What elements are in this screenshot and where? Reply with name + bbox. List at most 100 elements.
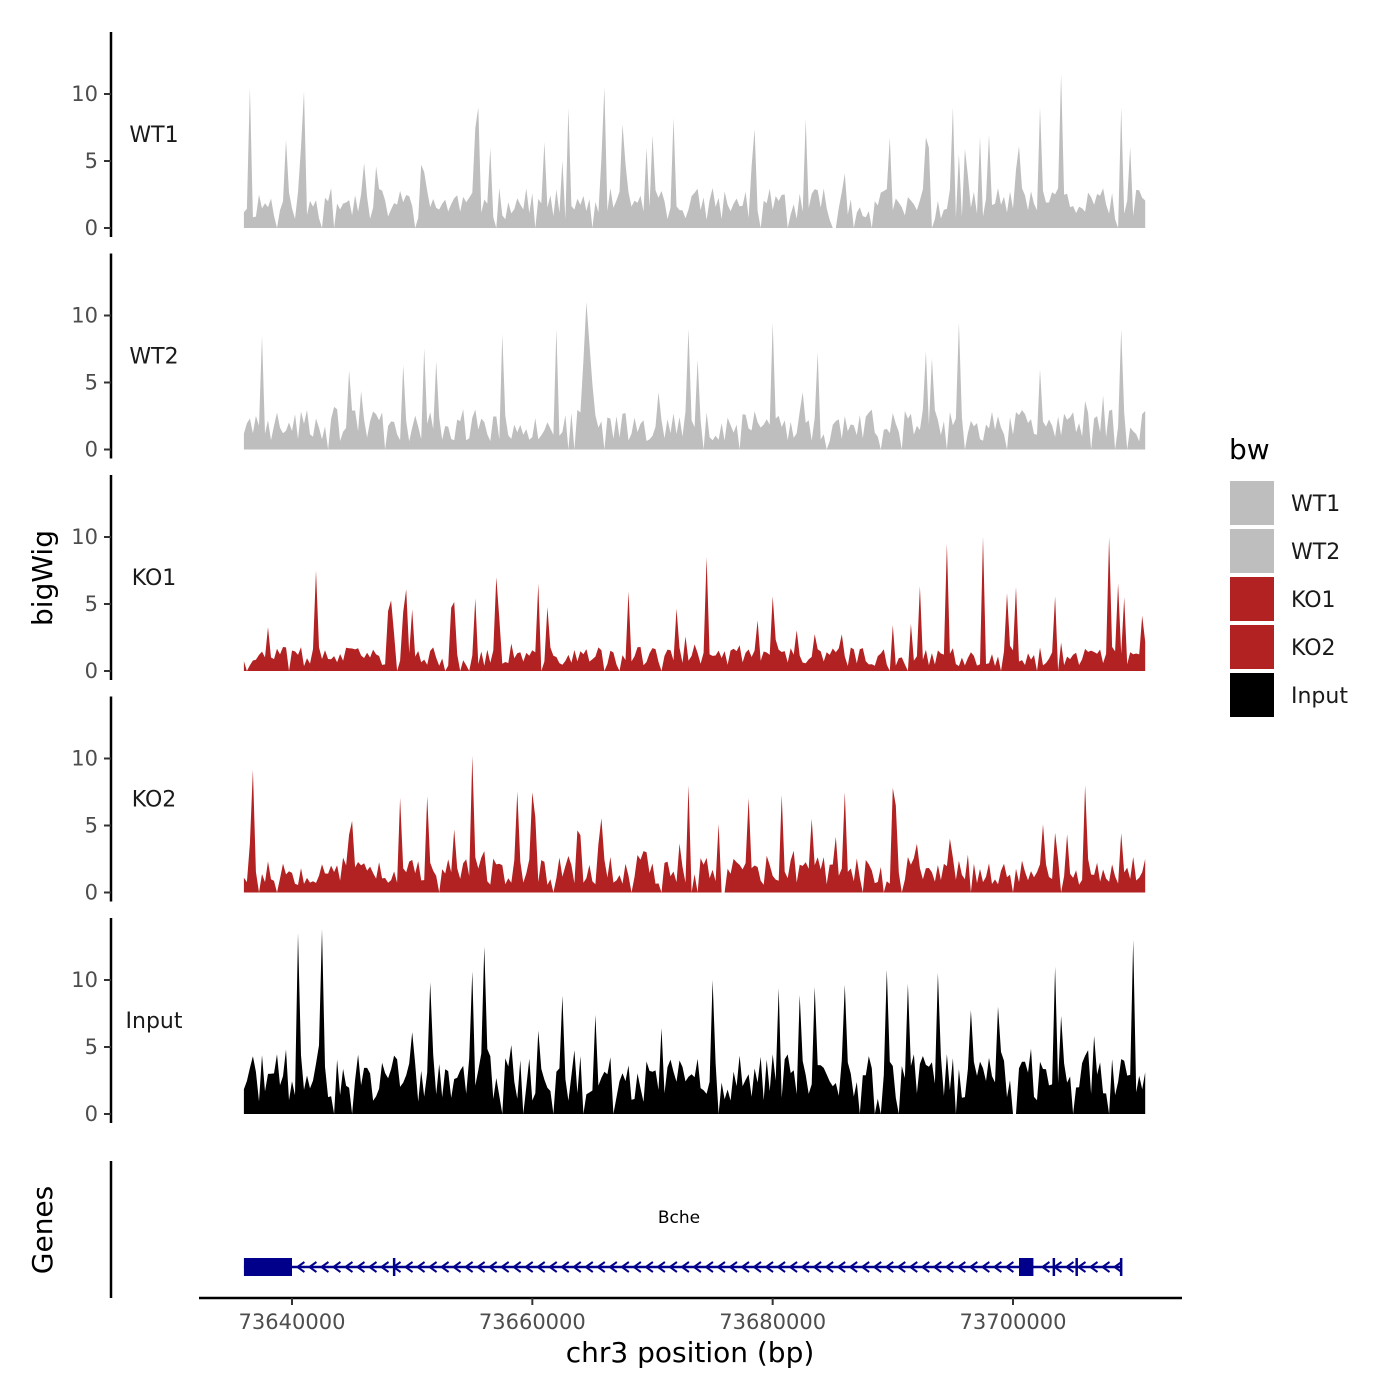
track-label: KO1	[132, 566, 177, 591]
gene-exon	[1019, 1258, 1034, 1276]
strand-arrow	[560, 1261, 570, 1273]
strand-arrow	[331, 1261, 342, 1273]
legend-key-ko1	[1228, 575, 1276, 623]
legend-label: KO2	[1291, 636, 1336, 661]
x-tick-label: 73680000	[719, 1310, 826, 1334]
strand-arrow	[608, 1261, 618, 1273]
strand-arrow	[884, 1261, 894, 1273]
strand-arrow	[620, 1261, 630, 1273]
strand-arrow	[343, 1261, 354, 1273]
strand-arrow	[644, 1261, 654, 1273]
track-label: KO2	[132, 788, 177, 813]
strand-arrow	[980, 1261, 990, 1273]
strand-arrow	[968, 1261, 978, 1273]
strand-arrow	[728, 1261, 738, 1273]
legend: bw WT1 WT2 KO1 KO2 Input	[1228, 433, 1348, 719]
strand-arrow	[355, 1261, 366, 1273]
legend-label: WT1	[1291, 492, 1340, 517]
strand-arrow	[740, 1261, 750, 1273]
genes-axis-title: Genes	[26, 1186, 59, 1274]
strand-arrow	[403, 1261, 414, 1273]
y-tick-label: 5	[85, 814, 98, 838]
genes-panel: Genes Bche	[26, 1161, 1123, 1298]
strand-arrow	[680, 1261, 690, 1273]
track-label: Input	[126, 1009, 183, 1034]
x-tick-label: 73700000	[960, 1310, 1067, 1334]
strand-arrow	[475, 1261, 486, 1273]
strand-arrow	[584, 1261, 594, 1273]
strand-arrow	[511, 1261, 522, 1273]
gene-model	[243, 1258, 1123, 1276]
strand-arrow	[1064, 1261, 1075, 1273]
signal-area	[243, 73, 1146, 229]
legend-key-input	[1228, 671, 1276, 719]
strand-arrow	[1100, 1261, 1111, 1273]
track-input: 0 5 10 Input	[71, 918, 1146, 1126]
strand-arrow	[872, 1261, 882, 1273]
y-tick-label: 10	[71, 525, 98, 549]
y-tick-label: 0	[85, 1102, 98, 1126]
y-tick-label: 5	[85, 371, 98, 395]
strand-arrow	[896, 1261, 906, 1273]
strand-arrow	[319, 1261, 330, 1273]
strand-arrow	[487, 1261, 498, 1273]
strand-arrow	[692, 1261, 702, 1273]
y-tick-label: 5	[85, 1035, 98, 1059]
strand-arrow	[992, 1261, 1002, 1273]
signal-area	[243, 929, 1146, 1114]
legend-label: WT2	[1291, 540, 1340, 565]
strand-arrow	[1112, 1261, 1123, 1273]
strand-arrow	[1076, 1261, 1087, 1273]
strand-arrow	[1004, 1261, 1014, 1273]
strand-arrow	[536, 1261, 546, 1273]
strand-arrow	[295, 1261, 305, 1273]
strand-arrow	[956, 1261, 966, 1273]
strand-arrow	[776, 1261, 786, 1273]
legend-key-wt2	[1228, 527, 1276, 575]
legend-key-wt1	[1228, 479, 1276, 527]
gene-exon	[243, 1258, 292, 1276]
y-tick-label: 0	[85, 881, 98, 905]
legend-label: KO1	[1291, 588, 1336, 613]
strand-arrow	[463, 1261, 474, 1273]
strand-arrow	[836, 1261, 846, 1273]
y-tick-label: 10	[71, 747, 98, 771]
strand-arrow	[632, 1261, 642, 1273]
x-axis-title: chr3 position (bp)	[566, 1336, 815, 1369]
track-ko1: 0 5 10 KO1	[71, 475, 1146, 683]
legend-label: Input	[1291, 684, 1348, 709]
y-tick-label: 10	[71, 968, 98, 992]
strand-arrow	[656, 1261, 666, 1273]
strand-arrow	[367, 1261, 378, 1273]
track-wt2: 0 5 10 WT2	[71, 253, 1146, 462]
strand-arrow	[427, 1261, 438, 1273]
strand-arrow	[788, 1261, 798, 1273]
y-tick-label: 0	[85, 438, 98, 462]
strand-arrow	[451, 1261, 462, 1273]
y-tick-label: 10	[71, 82, 98, 106]
signal-area	[243, 302, 1146, 450]
strand-arrow	[812, 1261, 822, 1273]
strand-arrow	[572, 1261, 582, 1273]
strand-arrow	[764, 1261, 774, 1273]
y-tick-label: 0	[85, 216, 98, 240]
y-axis-title: bigWig	[26, 530, 59, 626]
x-tick-label: 73640000	[239, 1310, 346, 1334]
gene-label: Bche	[658, 1208, 700, 1228]
strand-arrow	[716, 1261, 726, 1273]
strand-arrow	[307, 1261, 318, 1273]
legend-title: bw	[1229, 433, 1270, 466]
strand-arrow	[499, 1261, 510, 1273]
strand-arrow	[848, 1261, 858, 1273]
strand-arrow	[379, 1261, 390, 1273]
strand-arrow	[800, 1261, 810, 1273]
track-ko2: 0 5 10 KO2	[71, 696, 1146, 905]
y-tick-label: 10	[71, 304, 98, 328]
strand-arrow	[548, 1261, 558, 1273]
strand-arrow	[1088, 1261, 1099, 1273]
y-tick-label: 0	[85, 659, 98, 683]
strand-arrow	[415, 1261, 426, 1273]
strand-arrow	[596, 1261, 606, 1273]
strand-arrow	[439, 1261, 450, 1273]
